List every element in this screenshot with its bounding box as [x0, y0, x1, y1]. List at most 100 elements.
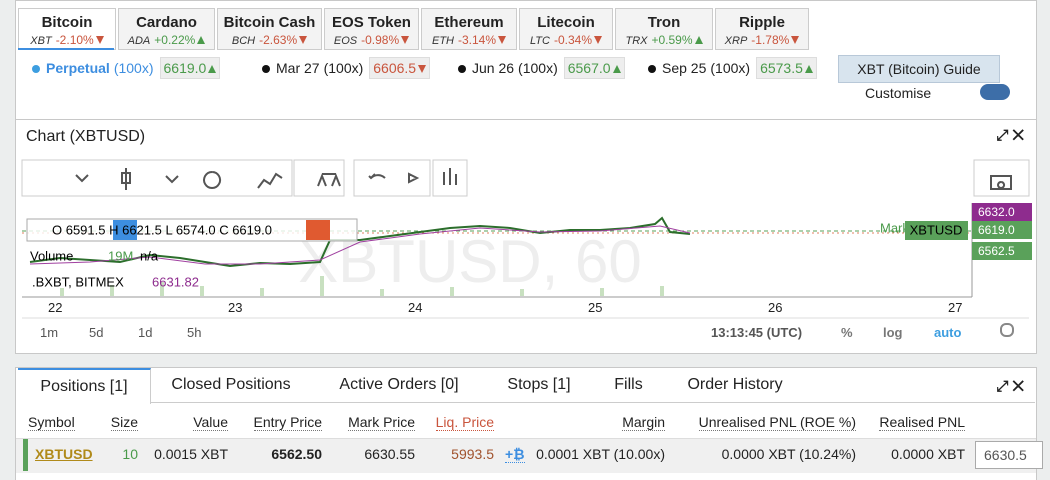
toolbar-label[interactable] — [1000, 323, 1014, 337]
price-tag: 6619.0 — [972, 221, 1032, 239]
column-header: Mark Price — [348, 414, 415, 431]
legend-btn[interactable] — [306, 220, 330, 240]
positions-tab[interactable]: Positions [1] — [18, 368, 151, 404]
market-change: -1.78% — [751, 33, 790, 47]
column-header: Margin — [622, 414, 665, 431]
arrow-icon — [791, 36, 800, 44]
arrow-icon — [299, 36, 308, 44]
contract[interactable]: Perpetual (100x) 6619.0 — [32, 57, 221, 79]
position-cell[interactable]: XBTUSD — [35, 446, 93, 462]
arrow-icon — [498, 36, 507, 44]
column-header[interactable]: Liq. Price — [435, 414, 494, 431]
market-tab[interactable]: Litecoin LTC -0.34% — [519, 8, 613, 50]
arrow-icon — [401, 36, 410, 44]
market-tab[interactable]: Ethereum ETH -3.14% — [421, 8, 517, 50]
interval[interactable]: 1m — [40, 325, 59, 340]
interval[interactable]: 1d — [138, 325, 153, 340]
toolbar[interactable] — [21, 159, 293, 197]
positions-tab[interactable]: Closed Positions — [171, 376, 291, 393]
market-change: -2.63% — [259, 33, 298, 47]
market-tab[interactable]: Tron TRX +0.59% — [615, 8, 713, 50]
market-symbol: XRP — [724, 35, 748, 47]
market-tab[interactable]: EOS Token EOS -0.98% — [324, 8, 419, 50]
price-tag: 6562.5 — [972, 242, 1032, 260]
market-change: -2.10% — [55, 33, 94, 47]
chart-svg: XBTUSD, 60 O 6591.5 H 6621.5 L 6574.0 C … — [21, 159, 1030, 319]
bullet — [648, 65, 656, 73]
volume-label: Volume — [30, 248, 73, 263]
arrow-icon — [418, 65, 427, 73]
position-cell: 6630.55 — [364, 446, 415, 462]
symbol-tag — [905, 221, 968, 240]
contract-name: Jun 26 — [472, 60, 515, 76]
panel-icons[interactable]: ⤢ ✕ — [996, 127, 1024, 144]
volume-na: n/a — [140, 248, 159, 263]
positions-tab[interactable]: Order History — [687, 376, 783, 393]
market-change: -0.98% — [361, 33, 400, 47]
market-name: Tron — [647, 14, 681, 31]
arrow-icon — [95, 36, 104, 44]
arrow-icon — [197, 36, 206, 44]
contract[interactable]: Jun 26 (100x) 6567.0 — [458, 57, 625, 79]
column-header: Symbol — [28, 414, 75, 431]
mark-label: Mark — [880, 220, 909, 235]
tabs-rule — [150, 402, 1035, 403]
active-underline — [18, 48, 114, 50]
customise[interactable]: Customise — [865, 85, 932, 101]
contract[interactable]: Sep 25 (100x) 6573.5 — [648, 57, 817, 79]
contract-name: Sep 25 — [662, 60, 707, 76]
market-tab[interactable]: Bitcoin Cash BCH -2.63% — [217, 8, 322, 50]
index-label: .BXBT, BITMEX — [32, 274, 124, 289]
market-name: Ripple — [739, 14, 785, 31]
arrow-icon — [612, 65, 621, 73]
view-toggle[interactable] — [980, 84, 1010, 100]
market-name: Bitcoin — [41, 14, 93, 31]
ohlc-legend: O 6591.5 H 6621.5 L 6574.0 C 6619.0 — [52, 222, 272, 237]
volume-bars — [60, 276, 664, 296]
volume-value: 19M — [108, 248, 133, 263]
interval[interactable]: 5h — [187, 325, 202, 340]
x-tick-label: 22 — [48, 300, 63, 315]
market-name: Cardano — [136, 14, 197, 31]
positions-tab[interactable]: Stops [1] — [507, 376, 571, 393]
market-symbol: TRX — [625, 35, 648, 47]
market-change: -3.14% — [457, 33, 497, 47]
close-price-input[interactable]: 6630.5 — [975, 441, 1043, 469]
positions-tab[interactable]: Active Orders [0] — [339, 376, 459, 393]
x-tick-label: 25 — [588, 300, 603, 315]
market-symbol: BCH — [231, 35, 256, 47]
market-tab[interactable]: Cardano ADA +0.22% — [118, 8, 215, 50]
symbol-label: XBTUSD — [910, 222, 963, 237]
position-cell: 6562.50 — [271, 446, 322, 462]
market-tab[interactable]: Bitcoin XBT -2.10% — [18, 8, 116, 50]
contract-leverage: (100x) — [518, 60, 558, 76]
camera-btn[interactable] — [973, 159, 1030, 197]
toolbar-btn[interactable] — [432, 159, 468, 197]
chart-option[interactable]: auto — [934, 325, 962, 340]
market-symbol: EOS — [333, 35, 358, 47]
legend-btn[interactable] — [113, 220, 137, 240]
market-tab[interactable]: Ripple XRP -1.78% — [715, 8, 809, 50]
interval[interactable]: 5d — [89, 325, 104, 340]
legend-box — [26, 218, 358, 242]
index-value: 6631.82 — [152, 274, 199, 289]
add-margin[interactable]: +₿ — [505, 446, 525, 463]
market-name: Bitcoin Cash — [223, 14, 316, 31]
chart-option[interactable]: % — [841, 325, 853, 340]
chart-option[interactable]: log — [883, 325, 903, 340]
column-header: Unrealised PNL (ROE %) — [698, 414, 856, 431]
panel-icons[interactable]: ⤢ ✕ — [996, 378, 1024, 395]
guide-button[interactable]: XBT (Bitcoin) Guide — [838, 55, 1000, 83]
price-tag: 6632.0 — [972, 203, 1032, 221]
contract-price: 6619.0 — [159, 57, 221, 79]
x-tick-label: 26 — [768, 300, 783, 315]
price-curve — [29, 216, 691, 268]
contract-name: Perpetual — [46, 60, 110, 76]
contract[interactable]: Mar 27 (100x) 6606.5 — [262, 57, 431, 79]
contract-price: 6573.5 — [756, 57, 817, 79]
market-name: EOS Token — [332, 14, 411, 31]
column-header: Value — [193, 414, 228, 431]
positions-tab[interactable]: Fills — [614, 376, 643, 393]
market-name: Ethereum — [434, 14, 504, 31]
